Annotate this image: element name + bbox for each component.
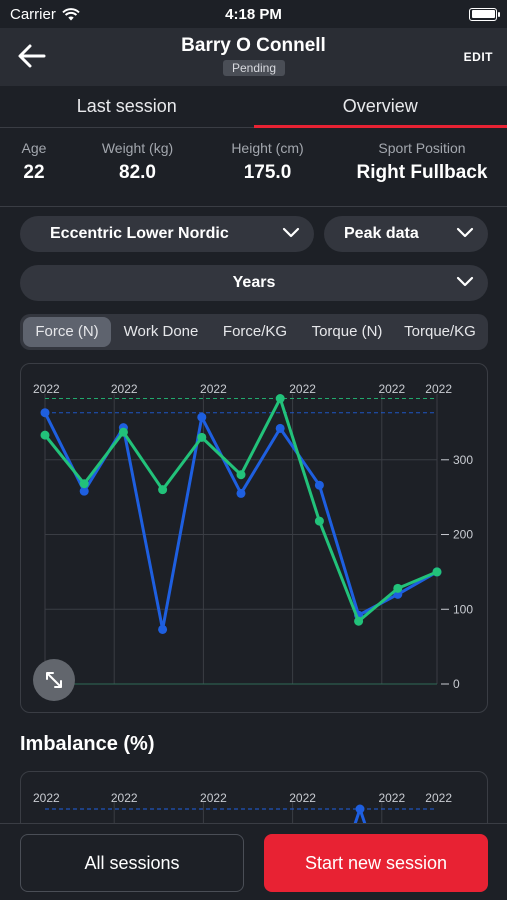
x-tick-label: 2022	[111, 791, 138, 805]
y-tick-label: 100	[453, 602, 473, 616]
stat-value: Right Fullback	[356, 162, 488, 183]
x-tick-label: 2022	[33, 382, 60, 396]
stat-label: Height (cm)	[231, 140, 304, 156]
segment-torque-per-kg[interactable]: Torque/KG	[404, 323, 476, 340]
tab-bar: Last session Overview	[0, 86, 507, 128]
imbalance-title: Imbalance (%)	[20, 733, 155, 755]
status-bar: Carrier 4:18 PM	[0, 0, 507, 28]
footer-actions: All sessions Start new session	[0, 823, 507, 900]
segment-torque[interactable]: Torque (N)	[311, 323, 383, 340]
stat-value: 82.0	[119, 162, 156, 183]
data-point	[236, 488, 246, 498]
force-chart[interactable]: 2022 2022 2022 2022 2022 2022 0 100 200 300	[21, 364, 488, 713]
x-tick-label: 2022	[425, 382, 452, 396]
data-point	[432, 567, 442, 577]
stat-label: Age	[21, 140, 47, 156]
data-point	[314, 480, 324, 490]
chevron-down-icon	[456, 227, 474, 238]
y-tick-label: 200	[453, 528, 473, 542]
player-name: Barry O Connell	[181, 35, 326, 56]
stat-sport-position: Sport Position Right Fullback	[352, 140, 492, 184]
force-chart-card: 2022 2022 2022 2022 2022 2022 0 100 200 300	[20, 363, 488, 713]
data-point	[275, 423, 285, 433]
stat-value: 175.0	[243, 162, 292, 183]
clock: 4:18 PM	[225, 5, 282, 23]
stat-height: Height (cm) 175.0	[220, 140, 315, 184]
segment-force-per-kg[interactable]: Force/KG	[222, 323, 288, 340]
data-point	[393, 583, 403, 593]
x-tick-label: 2022	[289, 382, 316, 396]
series-line-1	[352, 804, 368, 828]
data-point	[236, 470, 246, 480]
data-point	[40, 408, 50, 418]
start-new-session-button[interactable]: Start new session	[264, 834, 488, 892]
metric-segmented-control: Force (N) Work Done Force/KG Torque (N) …	[20, 314, 488, 350]
expand-icon	[46, 672, 62, 688]
player-stats: Age 22 Weight (kg) 82.0 Height (cm) 175.…	[0, 140, 507, 198]
carrier-label: Carrier	[10, 5, 56, 23]
data-point	[118, 427, 128, 437]
x-tick-label: 2022	[378, 791, 405, 805]
exercise-select[interactable]: Eccentric Lower Nordic	[20, 216, 314, 252]
expand-chart-button[interactable]	[33, 659, 75, 701]
data-point	[40, 430, 50, 440]
x-tick-label: 2022	[33, 791, 60, 805]
data-point	[354, 616, 364, 626]
data-type-select-value: Peak data	[344, 225, 419, 242]
data-point	[79, 479, 89, 489]
data-point	[314, 516, 324, 526]
stat-weight: Weight (kg) 82.0	[90, 140, 185, 184]
x-tick-label: 2022	[289, 791, 316, 805]
segment-work-done[interactable]: Work Done	[123, 323, 199, 340]
x-tick-label: 2022	[200, 791, 227, 805]
period-select-value: Years	[232, 274, 276, 291]
chevron-down-icon	[456, 276, 474, 287]
x-tick-label: 2022	[425, 791, 452, 805]
nav-bar: Barry O Connell Pending EDIT	[0, 28, 507, 86]
series-line-1	[43, 412, 438, 631]
exercise-select-value: Eccentric Lower Nordic	[50, 225, 229, 242]
data-type-select[interactable]: Peak data	[324, 216, 488, 252]
stat-label: Weight (kg)	[101, 140, 174, 156]
data-point	[197, 412, 207, 422]
chevron-down-icon	[282, 227, 300, 238]
wifi-icon	[62, 7, 80, 20]
data-point	[275, 394, 285, 404]
data-point	[197, 432, 207, 442]
data-point	[158, 624, 168, 634]
period-select[interactable]: Years	[20, 265, 488, 301]
data-point	[79, 486, 89, 496]
x-tick-label: 2022	[111, 382, 138, 396]
status-left: Carrier	[10, 6, 80, 23]
edit-button[interactable]: EDIT	[463, 50, 493, 64]
back-arrow-icon[interactable]	[16, 42, 48, 70]
status-badge: Pending	[223, 60, 285, 76]
x-tick-label: 2022	[378, 382, 405, 396]
series-line-2	[43, 397, 438, 623]
all-sessions-button[interactable]: All sessions	[20, 834, 244, 892]
divider	[0, 206, 507, 207]
x-tick-label: 2022	[200, 382, 227, 396]
stat-label: Sport Position	[378, 140, 466, 156]
segment-force[interactable]: Force (N)	[23, 317, 111, 347]
y-tick-label: 300	[453, 453, 473, 467]
stat-age: Age 22	[20, 140, 48, 184]
tab-last-session[interactable]: Last session	[76, 96, 177, 116]
stat-value: 22	[23, 162, 45, 183]
tab-overview[interactable]: Overview	[253, 86, 507, 128]
data-point	[158, 485, 168, 495]
battery-icon	[469, 7, 500, 21]
y-tick-label: 0	[453, 677, 460, 691]
